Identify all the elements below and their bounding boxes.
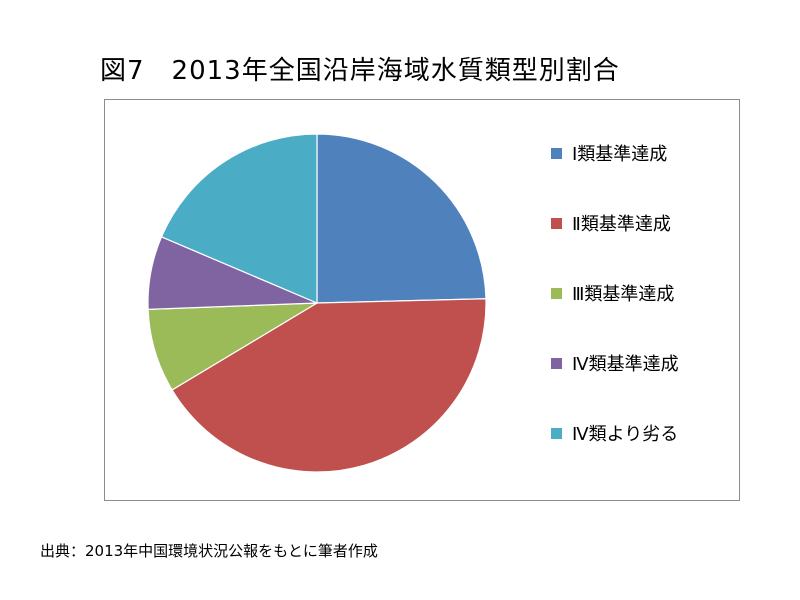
legend-item-3: Ⅲ類基準達成: [551, 280, 674, 306]
pie-slice-2: [171, 298, 487, 473]
pie-slice-1: [316, 133, 487, 304]
legend-swatch: [551, 147, 562, 159]
legend-label: Ⅰ類基準達成: [572, 144, 668, 165]
legend-swatch: [551, 427, 562, 439]
pie-chart: [147, 133, 487, 473]
source-note: 出典：2013年中国環境状況公報をもとに筆者作成: [40, 542, 378, 560]
legend-item-2: Ⅱ類基準達成: [551, 210, 671, 236]
chart-area: Ⅰ類基準達成 Ⅱ類基準達成 Ⅲ類基準達成 Ⅳ類基準達成 Ⅳ類より劣る: [104, 99, 740, 501]
pie-slice-5: [160, 133, 318, 304]
legend-item-5: Ⅳ類より劣る: [551, 420, 678, 446]
legend-label: Ⅲ類基準達成: [572, 284, 675, 305]
legend-item-4: Ⅳ類基準達成: [551, 350, 679, 376]
legend-swatch: [551, 357, 562, 369]
legend-item-1: Ⅰ類基準達成: [551, 140, 667, 166]
chart-title: 図7 2013年全国沿岸海域水質類型別割合: [100, 56, 620, 86]
legend-label: Ⅳ類より劣る: [572, 424, 679, 445]
legend-label: Ⅱ類基準達成: [572, 214, 671, 235]
legend-label: Ⅳ類基準達成: [572, 354, 679, 375]
legend-swatch: [551, 217, 562, 229]
legend-swatch: [551, 287, 562, 299]
